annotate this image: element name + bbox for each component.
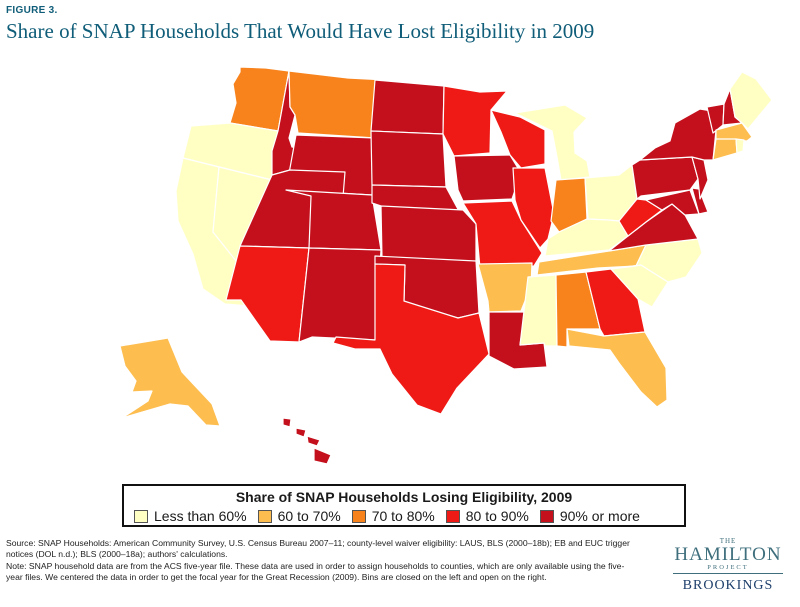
state-AR [477,262,533,313]
state-WI [490,109,546,169]
hamilton-brookings-logo: THE HAMILTON PROJECT BROOKINGS [662,531,794,603]
legend-item: 60 to 70% [257,508,341,524]
legend-item: 90% or more [539,508,640,524]
state-DE [691,187,709,215]
state-NM [298,247,382,343]
state-IA [453,154,522,202]
state-SD [370,130,447,188]
legend-label: 60 to 70% [277,508,341,524]
legend-item: 70 to 80% [351,508,435,524]
state-ND [370,79,445,135]
legend-swatch [134,509,148,523]
legend-item: Less than 60% [134,508,247,524]
state-MT [288,70,387,139]
source-text: Source: SNAP Households: American Commun… [6,538,630,560]
map-title: Share of SNAP Households That Would Have… [6,19,595,43]
legend-swatch [257,509,272,523]
logo-name: HAMILTON [674,544,782,565]
legend-swatch [351,509,366,523]
map-legend: Share of SNAP Households Losing Eligibil… [122,484,686,527]
state-MI [514,104,591,181]
state-AZ [225,245,310,343]
logo-institution: BROOKINGS [682,578,774,593]
legend-label: 90% or more [559,508,640,524]
state-HI [282,417,332,465]
state-MA [715,122,753,142]
state-IL [512,167,555,249]
state-FL [566,328,668,408]
legend-label: Less than 60% [154,508,247,524]
figure-label: FIGURE 3. [6,5,58,16]
state-MD [645,189,700,216]
state-KS [380,205,477,263]
legend-item: 80 to 90% [445,508,529,524]
logo-the: THE [719,537,737,545]
legend-swatch [445,509,460,523]
logo-project: PROJECT [707,564,749,571]
state-MO [462,200,543,269]
state-NY [639,108,717,161]
us-choropleth-map [119,66,773,465]
source-notes: Source: SNAP Households: American Commun… [6,538,636,583]
legend-items: Less than 60% 60 to 70% 70 to 80% 80 to … [134,508,651,524]
state-TX [332,263,490,415]
logo-divider [673,573,783,574]
state-AK [119,337,221,427]
note-text: Note: SNAP household data are from the A… [6,560,625,582]
legend-title: Share of SNAP Households Losing Eligibil… [235,489,573,505]
legend-label: 70 to 80% [371,508,435,524]
legend-label: 80 to 90% [465,508,529,524]
state-MN [442,85,508,157]
state-CT [712,138,738,161]
state-ME [729,71,773,130]
legend-swatch [539,509,554,523]
state-RI [735,138,745,154]
